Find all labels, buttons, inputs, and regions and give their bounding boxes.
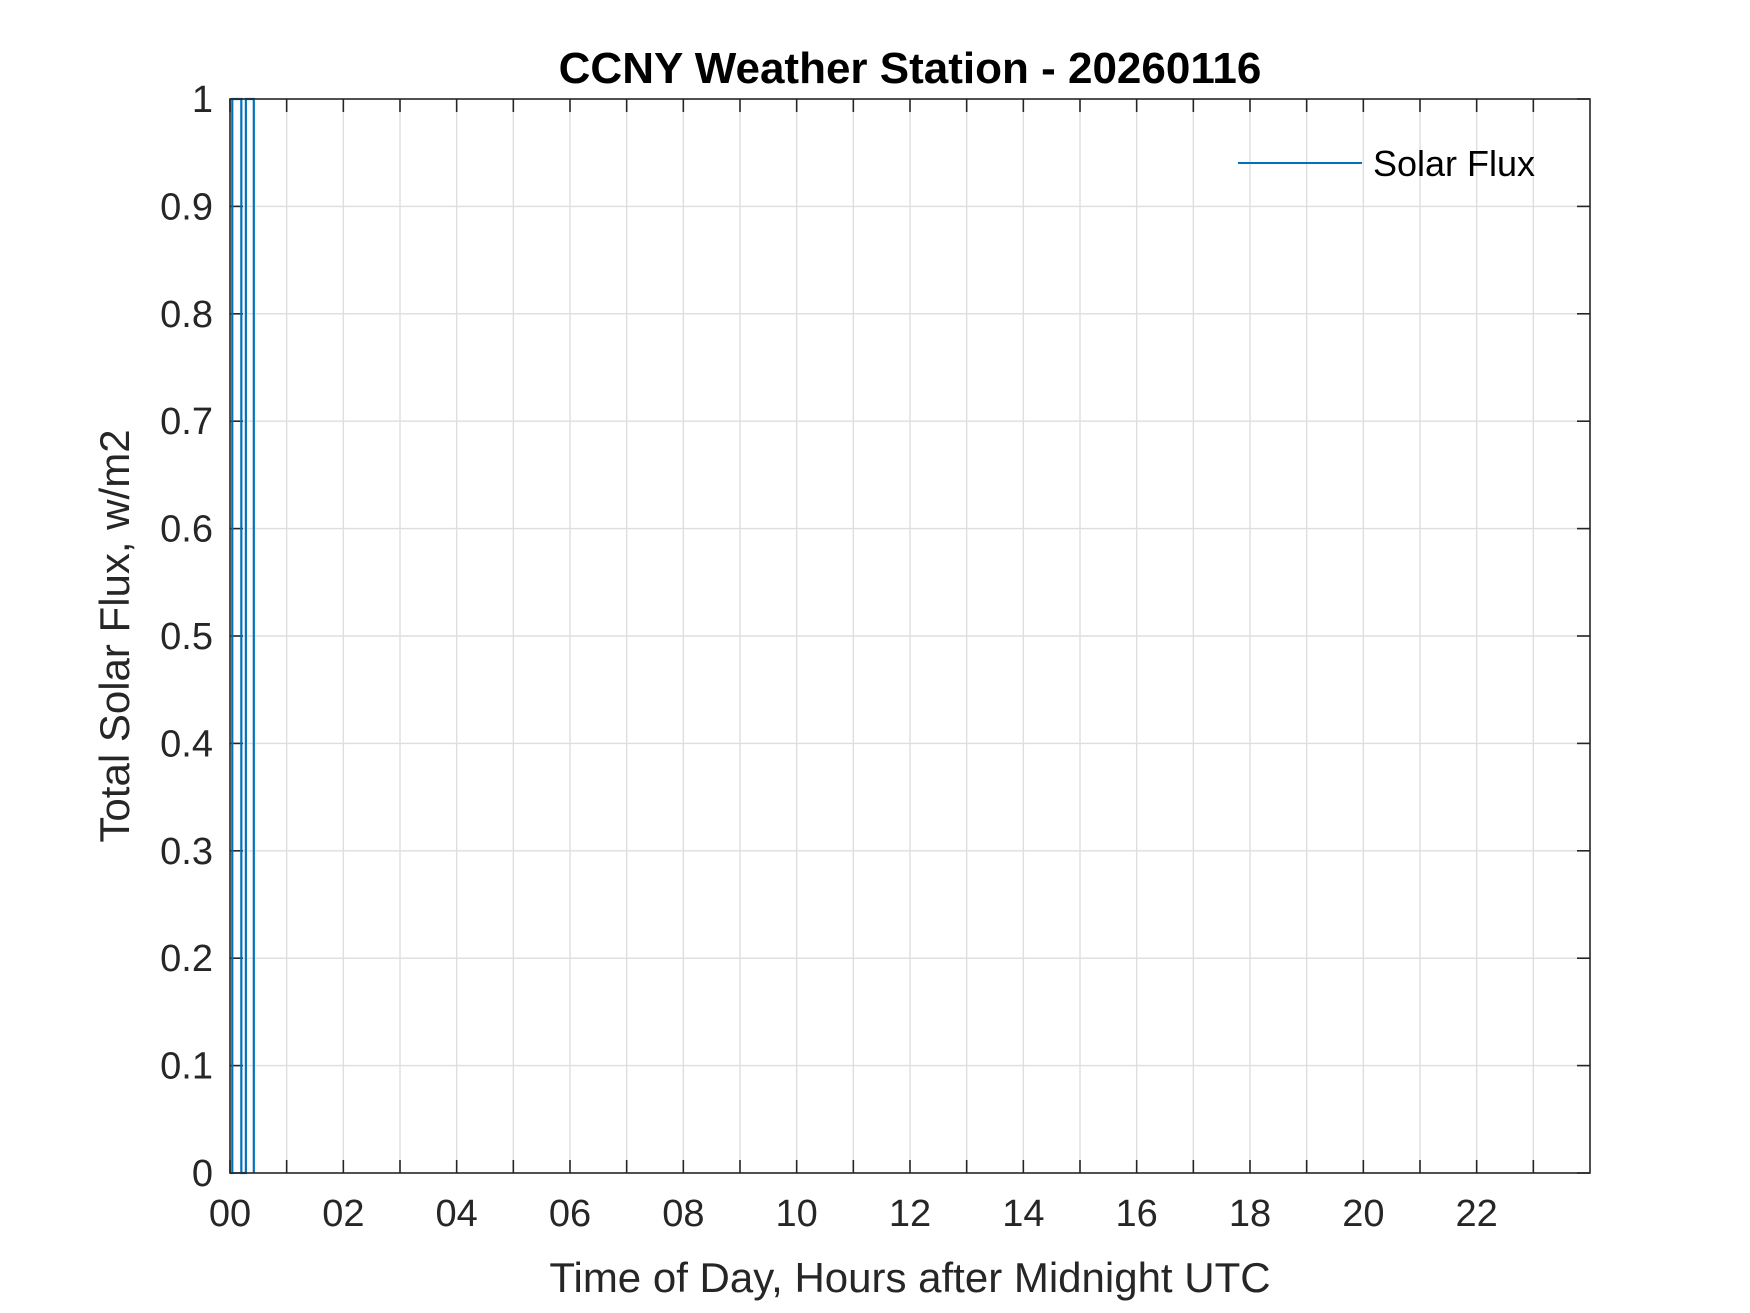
y-tick-label: 0.3 — [160, 831, 213, 873]
x-tick-label: 20 — [1342, 1193, 1384, 1235]
plot-frame — [229, 98, 1591, 1174]
y-tick-label: 0.1 — [160, 1046, 213, 1088]
y-tick-label: 0.8 — [160, 294, 213, 336]
y-tick-label: 0.7 — [160, 401, 213, 443]
y-tick-label: 0.5 — [160, 616, 213, 658]
y-tick-label: 0.6 — [160, 509, 213, 551]
x-tick-label: 22 — [1456, 1193, 1498, 1235]
x-tick-label: 18 — [1229, 1193, 1271, 1235]
x-tick-label: 16 — [1116, 1193, 1158, 1235]
x-tick-label: 02 — [322, 1193, 364, 1235]
y-tick-label: 0.4 — [160, 723, 213, 765]
grid-lines — [230, 99, 1590, 1173]
x-tick-label: 04 — [436, 1193, 478, 1235]
x-tick-labels: 00 02 04 06 08 10 12 14 16 18 20 22 — [209, 1193, 1498, 1235]
x-tick-label: 10 — [776, 1193, 818, 1235]
x-axis-label: Time of Day, Hours after Midnight UTC — [549, 1254, 1270, 1301]
y-tick-labels: 0 0.1 0.2 0.3 0.4 0.5 0.6 0.7 0.8 0.9 1 — [160, 79, 213, 1195]
y-axis-label: Total Solar Flux, w/m2 — [91, 429, 138, 842]
chart-title: CCNY Weather Station - 20260116 — [559, 44, 1262, 93]
y-tick-label: 0.9 — [160, 186, 213, 228]
legend: Solar Flux — [1238, 143, 1535, 184]
x-tick-label: 14 — [1002, 1193, 1044, 1235]
y-tick-label: 0.2 — [160, 938, 213, 980]
x-tick-label: 08 — [662, 1193, 704, 1235]
x-tick-label: 06 — [549, 1193, 591, 1235]
x-tick-label: 12 — [889, 1193, 931, 1235]
y-tick-label: 0 — [192, 1153, 213, 1195]
x-tick-label: 00 — [209, 1193, 251, 1235]
legend-entry-solar-flux: Solar Flux — [1373, 143, 1535, 184]
y-tick-label: 1 — [192, 79, 213, 121]
